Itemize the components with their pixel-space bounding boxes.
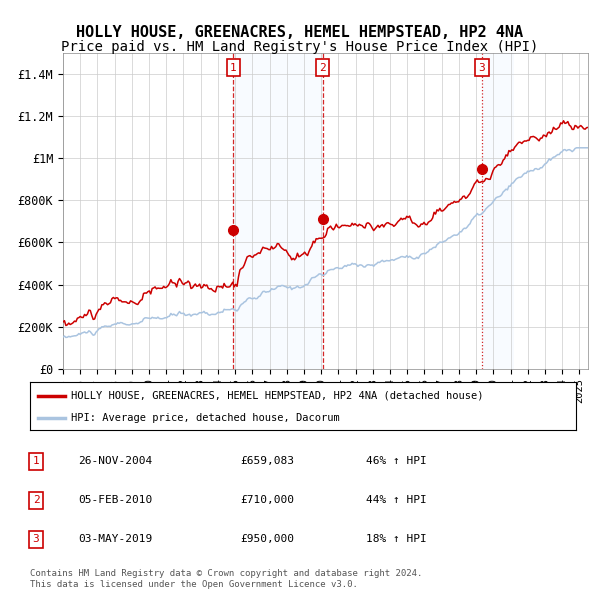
- Text: 44% ↑ HPI: 44% ↑ HPI: [366, 496, 427, 505]
- Text: HOLLY HOUSE, GREENACRES, HEMEL HEMPSTEAD, HP2 4NA (detached house): HOLLY HOUSE, GREENACRES, HEMEL HEMPSTEAD…: [71, 391, 484, 401]
- Text: Contains HM Land Registry data © Crown copyright and database right 2024.: Contains HM Land Registry data © Crown c…: [30, 569, 422, 578]
- Text: 46% ↑ HPI: 46% ↑ HPI: [366, 457, 427, 466]
- Text: 18% ↑ HPI: 18% ↑ HPI: [366, 535, 427, 544]
- Text: 05-FEB-2010: 05-FEB-2010: [78, 496, 152, 505]
- Text: 3: 3: [32, 535, 40, 544]
- Text: HOLLY HOUSE, GREENACRES, HEMEL HEMPSTEAD, HP2 4NA: HOLLY HOUSE, GREENACRES, HEMEL HEMPSTEAD…: [76, 25, 524, 40]
- Text: HPI: Average price, detached house, Dacorum: HPI: Average price, detached house, Daco…: [71, 413, 340, 422]
- Bar: [233, 53, 323, 369]
- Text: 2: 2: [32, 496, 40, 505]
- Text: 2: 2: [319, 63, 326, 73]
- Text: 03-MAY-2019: 03-MAY-2019: [78, 535, 152, 544]
- Text: 3: 3: [479, 63, 485, 73]
- Text: 1: 1: [230, 63, 237, 73]
- Text: £950,000: £950,000: [240, 535, 294, 544]
- Text: £659,083: £659,083: [240, 457, 294, 466]
- Text: 1: 1: [32, 457, 40, 466]
- Text: This data is licensed under the Open Government Licence v3.0.: This data is licensed under the Open Gov…: [30, 579, 358, 589]
- Text: Price paid vs. HM Land Registry's House Price Index (HPI): Price paid vs. HM Land Registry's House …: [61, 40, 539, 54]
- Bar: [482, 53, 514, 369]
- Text: £710,000: £710,000: [240, 496, 294, 505]
- Text: 26-NOV-2004: 26-NOV-2004: [78, 457, 152, 466]
